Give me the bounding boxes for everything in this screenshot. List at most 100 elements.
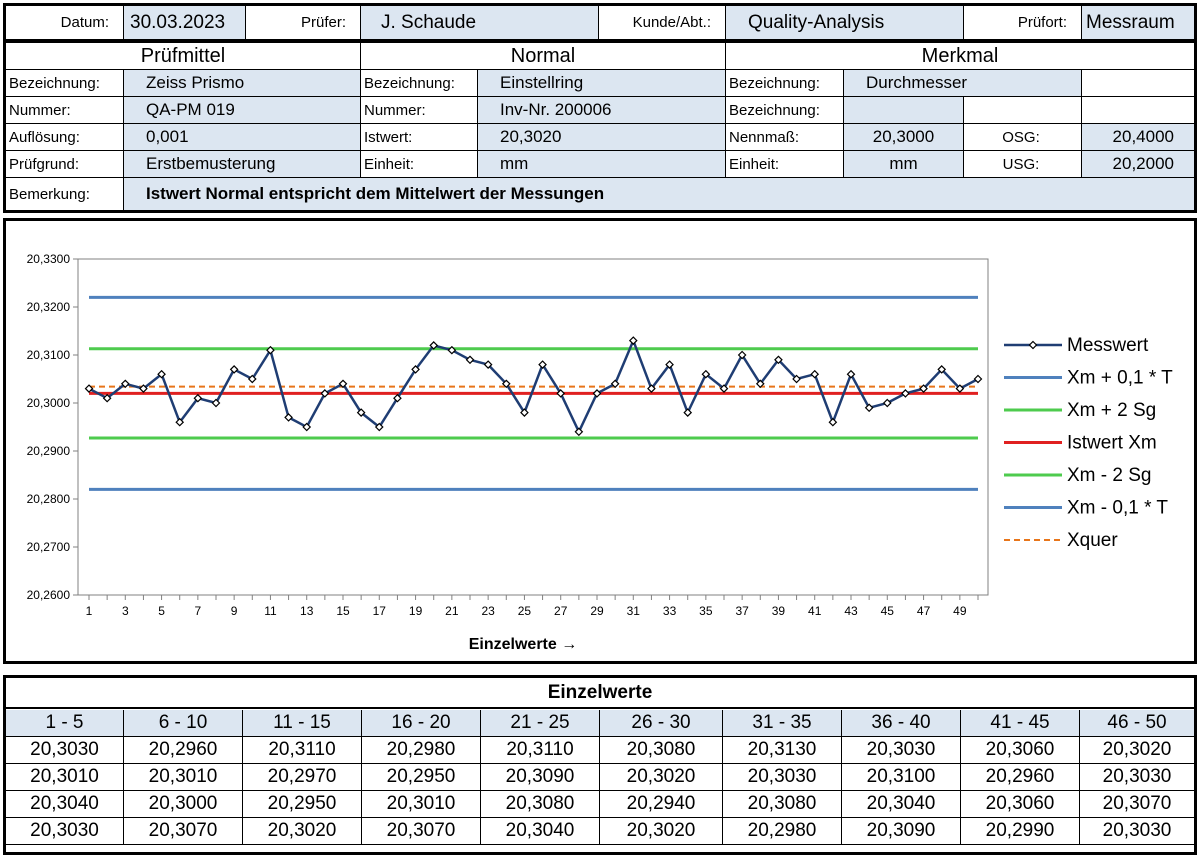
x-tick-label: 41: [808, 604, 822, 618]
mk-bezeichnung-value: Durchmesser: [844, 70, 1082, 97]
x-tick-label: 15: [336, 604, 350, 618]
value-cell: 20,2960: [961, 764, 1080, 791]
x-tick-label: 37: [735, 604, 749, 618]
legend-label: Xquer: [1067, 530, 1118, 551]
value-cell: 20,3070: [1080, 791, 1194, 818]
pm-pruefgrund-value: Erstbemusterung: [124, 151, 361, 178]
messwert-point: [701, 369, 711, 379]
nm-einheit-label: Einheit:: [361, 151, 478, 178]
value-cell: 20,3080: [481, 791, 600, 818]
value-cell: 20,3030: [1080, 818, 1194, 845]
messwert-point: [284, 413, 293, 422]
bemerkung-value: Istwert Normal entspricht dem Mittelwert…: [124, 178, 1194, 210]
y-tick-label: 20,3300: [27, 252, 71, 266]
value-cell: 20,3080: [723, 791, 842, 818]
legend-label: Xm - 2 Sg: [1067, 465, 1151, 486]
mk-nennmass-value: 20,3000: [844, 124, 964, 151]
x-tick-label: 3: [122, 604, 129, 618]
messwert-point: [937, 365, 947, 374]
pm-pruefgrund-label: Prüfgrund:: [6, 151, 124, 178]
pruefmittel-title: Prüfmittel: [6, 43, 361, 70]
messwert-point: [501, 379, 511, 389]
y-tick-label: 20,3000: [27, 396, 71, 410]
column-header: 31 - 35: [723, 710, 842, 737]
messwert-point: [755, 379, 765, 389]
messwert-point: [955, 384, 965, 393]
value-cell: 20,3010: [124, 764, 243, 791]
pruefort-label: Prüfort:: [964, 6, 1082, 40]
messwert-point: [320, 389, 330, 398]
value-cell: 20,3020: [1080, 737, 1194, 764]
pm-nummer-value: QA-PM 019: [124, 97, 361, 124]
messwert-point: [719, 384, 729, 393]
chart-panel: 20,2600 20,2700 20,2800 20,2900 20,3000 20,31…: [3, 218, 1197, 664]
messwert-point: [538, 360, 547, 369]
x-tick-label: 13: [300, 604, 314, 618]
x-tick-label: 35: [699, 604, 713, 618]
value-cell: 20,3030: [1080, 764, 1194, 791]
normal-title: Normal: [361, 43, 726, 70]
value-cell: 20,3020: [600, 764, 723, 791]
value-cell: 20,2950: [243, 791, 362, 818]
messwert-point: [882, 398, 892, 408]
pm-bezeichnung-label: Bezeichnung:: [6, 70, 124, 97]
value-cell: 20,3070: [124, 818, 243, 845]
legend-marker: [1028, 340, 1038, 350]
messwert-point: [810, 369, 820, 379]
x-tick-label: 25: [518, 604, 532, 618]
y-tick-label: 20,2800: [27, 492, 71, 506]
nm-einheit-value: mm: [478, 151, 726, 178]
column-header: 6 - 10: [124, 710, 243, 737]
value-cell: 20,3020: [600, 818, 723, 845]
messwert-point: [592, 389, 602, 398]
messwert-point: [102, 393, 112, 403]
messwert-point: [556, 389, 566, 398]
messwert-point: [374, 422, 384, 432]
legend-label: Xm - 0,1 * T: [1067, 498, 1168, 519]
messwert-point: [901, 389, 910, 398]
datum-value: 30.03.2023: [124, 6, 246, 40]
messwert-point: [411, 365, 420, 374]
messwert-point: [247, 374, 257, 384]
nm-bezeichnung-value: Einstellring: [478, 70, 726, 97]
messwert-point: [919, 384, 928, 393]
pm-bezeichnung-value: Zeiss Prismo: [124, 70, 361, 97]
pruefort-value: Messraum: [1082, 6, 1194, 40]
messwert-point: [211, 398, 221, 408]
header-separator: [6, 40, 1194, 43]
einzelwerte-title: Einzelwerte: [6, 678, 1194, 709]
y-tick-label: 20,2600: [27, 588, 71, 602]
pruefer-label: Prüfer:: [246, 6, 361, 40]
messwert-point: [647, 384, 656, 393]
messwert-point: [610, 379, 620, 389]
messwert-point: [828, 417, 838, 427]
value-cell: 20,3030: [6, 737, 124, 764]
value-cell: 20,3100: [842, 764, 961, 791]
legend-label: Xm + 2 Sg: [1067, 400, 1156, 421]
y-tick-label: 20,2900: [27, 444, 71, 458]
merkmal-title: Merkmal: [726, 43, 1194, 70]
value-cell: 20,3060: [961, 737, 1080, 764]
kunde-label: Kunde/Abt.:: [599, 6, 726, 40]
value-cell: 20,3040: [842, 791, 961, 818]
mk-empty-1: [1082, 70, 1194, 97]
x-tick-label: 9: [231, 604, 238, 618]
messwert-point: [429, 341, 439, 350]
header-block: Datum: 30.03.2023 Prüfer: J. Schaude Kun…: [3, 3, 1197, 213]
mk-nennmass-label: Nennmaß:: [726, 124, 844, 151]
value-cell: 20,2980: [362, 737, 481, 764]
x-tick-label: 7: [195, 604, 202, 618]
value-cell: 20,2990: [961, 818, 1080, 845]
mk-osg-label: OSG:: [964, 124, 1082, 151]
messwert-point: [792, 374, 801, 384]
mk-bezeichnung2-label: Bezeichnung:: [726, 97, 844, 124]
y-tick-label: 20,2700: [27, 540, 71, 554]
messwert-point: [737, 350, 747, 360]
value-cell: 20,3030: [842, 737, 961, 764]
pm-aufloesung-value: 0,001: [124, 124, 361, 151]
messwert-point: [447, 345, 457, 355]
messwert-point: [175, 417, 185, 427]
datum-label: Datum:: [6, 6, 124, 40]
nm-nummer-label: Nummer:: [361, 97, 478, 124]
